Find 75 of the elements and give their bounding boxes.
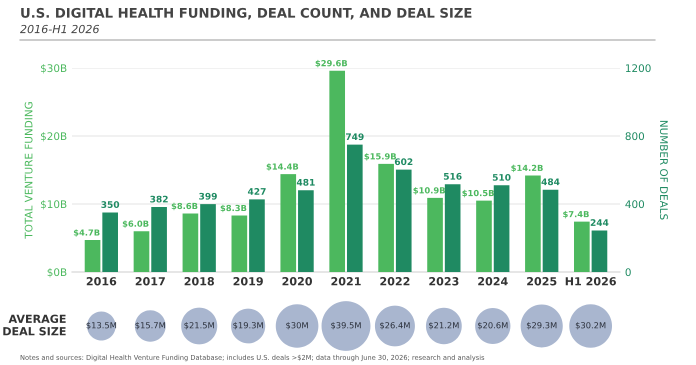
data-label: 749 <box>346 133 364 140</box>
data-label: $29.6B <box>316 60 348 68</box>
y-tick-label: $30B <box>40 64 66 74</box>
data-label: $29.3M <box>526 322 556 330</box>
text: AVERAGE DEAL SIZE <box>3 314 66 336</box>
y2-tick-label: 800 <box>626 132 644 140</box>
data-label: $15.9B <box>364 153 396 161</box>
bar <box>134 231 150 272</box>
bar <box>525 175 541 272</box>
x-tick-label: 2021 <box>331 277 361 286</box>
x-tick-label: 2023 <box>429 277 458 286</box>
data-label: $21.2M <box>429 322 459 330</box>
chart-title: U.S. DIGITAL HEALTH FUNDING, DEAL COUNT, AND DEAL SIZE <box>21 8 472 20</box>
data-label: 350 <box>101 201 120 208</box>
x-tick-label: 2017 <box>136 277 165 286</box>
y2-tick-label: 1200 <box>626 64 651 72</box>
data-label: $8.6B <box>172 202 198 210</box>
data-label: $14.2B <box>511 164 543 172</box>
data-label: $15.7M <box>135 322 165 330</box>
bar <box>444 184 460 272</box>
chart-subtitle: 2016-H1 2026 <box>20 24 100 34</box>
data-label: 602 <box>394 158 412 166</box>
bar <box>427 198 443 272</box>
x-tick-label: 2016 <box>86 277 116 286</box>
bar <box>280 174 296 272</box>
data-label: $8.3B <box>220 204 246 212</box>
data-label: 399 <box>199 192 217 200</box>
data-label: $10.9B <box>413 187 445 195</box>
data-label: 510 <box>492 174 511 181</box>
x-tick-label: 2020 <box>282 277 312 286</box>
y2-tick-label: 400 <box>625 200 644 208</box>
data-label: 516 <box>444 172 462 180</box>
bar <box>298 190 314 272</box>
bar <box>151 207 167 272</box>
data-label: $20.6M <box>478 322 508 330</box>
y-tick-label: $10B <box>40 200 66 210</box>
y-tick-label: $0B <box>48 268 66 278</box>
data-label: $26.4M <box>380 322 410 330</box>
bar <box>476 200 492 272</box>
data-label: $39.5M <box>331 322 361 330</box>
bar <box>102 212 118 272</box>
data-label: 484 <box>542 178 560 186</box>
bar <box>542 190 558 272</box>
y2-axis-title: NUMBER OF DEALS <box>660 120 668 220</box>
x-tick-label: 2022 <box>380 277 410 286</box>
data-label: $14.4B <box>266 163 298 171</box>
data-label: $4.7B <box>74 229 100 237</box>
bar <box>574 222 590 272</box>
data-label: $21.5M <box>184 322 214 330</box>
bar <box>378 164 394 272</box>
data-label: 244 <box>590 219 608 226</box>
y-axis-title: TOTAL VENTURE FUNDING <box>24 102 33 239</box>
data-label: $30.2M <box>576 322 606 330</box>
bar <box>592 230 608 272</box>
data-label: 382 <box>150 196 168 203</box>
data-label: $6.0B <box>122 220 148 228</box>
data-label: $30M <box>286 322 308 330</box>
data-label: 427 <box>248 188 266 195</box>
y-tick-label: $20B <box>40 132 66 142</box>
x-tick-label: 2024 <box>478 277 508 286</box>
x-tick-label: 2018 <box>184 277 214 286</box>
bar <box>84 240 100 272</box>
bar <box>200 204 216 272</box>
data-label: $19.3M <box>233 322 263 330</box>
x-tick-label: H1 2026 <box>566 277 616 286</box>
bar <box>396 170 412 272</box>
x-tick-label: 2025 <box>527 277 556 286</box>
bar <box>249 199 265 272</box>
bar <box>494 185 510 272</box>
bar <box>232 216 248 272</box>
x-tick-label: 2019 <box>234 277 263 286</box>
data-label: $7.4B <box>563 210 589 218</box>
y2-tick-label: 0 <box>626 268 631 276</box>
data-label: 481 <box>296 178 315 186</box>
bar <box>182 214 198 272</box>
